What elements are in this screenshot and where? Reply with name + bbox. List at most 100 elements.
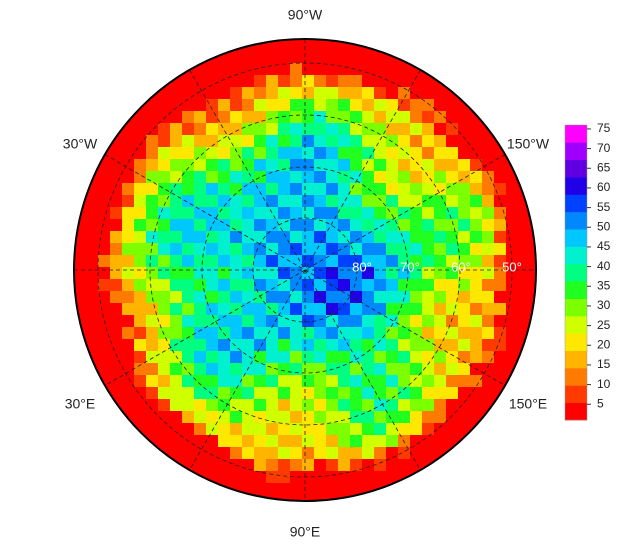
map-cell: [494, 183, 507, 196]
map-cell: [446, 75, 459, 88]
map-cell: [230, 399, 243, 412]
map-cell: [290, 339, 303, 352]
colorbar-tick-label: 50: [597, 219, 611, 233]
map-cell: [182, 75, 195, 88]
map-cell: [122, 399, 135, 412]
map-cell: [470, 219, 483, 232]
map-cell: [446, 399, 459, 412]
map-cell: [122, 279, 135, 292]
map-cell: [182, 243, 195, 256]
map-cell: [182, 195, 195, 208]
map-cell: [302, 51, 315, 64]
map-cell: [362, 195, 375, 208]
map-cell: [434, 327, 447, 340]
map-cell: [278, 171, 291, 184]
map-cell: [158, 111, 171, 124]
map-cell: [362, 399, 375, 412]
map-cell: [218, 75, 231, 88]
map-cell: [326, 171, 339, 184]
map-cell: [206, 375, 219, 388]
map-cell: [218, 183, 231, 196]
map-cell: [530, 327, 536, 340]
map-cell: [134, 123, 147, 136]
map-cell: [446, 291, 459, 304]
map-cell: [206, 171, 219, 184]
map-cell: [338, 375, 351, 388]
map-cell: [266, 351, 279, 364]
map-cell: [422, 339, 435, 352]
map-cell: [338, 87, 351, 100]
map-cell: [266, 207, 279, 220]
map-cell: [326, 39, 339, 52]
map-cell: [398, 87, 411, 100]
map-cell: [506, 279, 519, 292]
colorbar-step: [565, 125, 587, 143]
map-cell: [194, 243, 207, 256]
map-cell: [242, 159, 255, 172]
map-cell: [158, 219, 171, 232]
map-cell: [134, 231, 147, 244]
map-cell: [146, 447, 159, 460]
map-cell: [218, 255, 231, 268]
map-cell: [350, 51, 363, 64]
map-cell: [326, 399, 339, 412]
map-cell: [410, 423, 423, 436]
map-cell: [362, 87, 375, 100]
map-cell: [230, 423, 243, 436]
map-cell: [146, 435, 159, 448]
map-cell: [422, 435, 435, 448]
map-cell: [242, 327, 255, 340]
map-cell: [506, 327, 519, 340]
map-cell: [518, 243, 531, 256]
map-cell: [422, 123, 435, 136]
map-cell: [410, 459, 423, 472]
map-cell: [458, 315, 471, 328]
map-cell: [158, 387, 171, 400]
map-cell: [194, 291, 207, 304]
map-cell: [326, 459, 339, 472]
map-cell: [350, 147, 363, 160]
map-cell: [242, 291, 255, 304]
map-cell: [170, 399, 183, 412]
map-cell: [254, 243, 267, 256]
map-cell: [278, 63, 291, 76]
map-cell: [146, 375, 159, 388]
map-cell: [446, 339, 459, 352]
map-cell: [254, 51, 267, 64]
map-cell: [170, 135, 183, 148]
map-cell: [218, 99, 231, 112]
map-cell: [446, 255, 459, 268]
map-cell: [278, 123, 291, 136]
map-cell: [134, 111, 147, 124]
map-cell: [374, 267, 387, 280]
map-cell: [506, 219, 519, 232]
map-cell: [338, 171, 351, 184]
map-cell: [458, 147, 471, 160]
map-cell: [326, 207, 339, 220]
map-cell: [326, 339, 339, 352]
map-cell: [446, 327, 459, 340]
map-cell: [266, 435, 279, 448]
map-cell: [182, 447, 195, 460]
map-cell: [482, 135, 495, 148]
map-cell: [470, 267, 483, 280]
map-cell: [398, 195, 411, 208]
map-cell: [386, 279, 399, 292]
map-cell: [374, 447, 387, 460]
map-cell: [518, 267, 531, 280]
map-cell: [122, 375, 135, 388]
map-cell: [386, 315, 399, 328]
map-cell: [146, 231, 159, 244]
map-cell: [362, 291, 375, 304]
map-cell: [86, 279, 99, 292]
map-cell: [290, 495, 303, 501]
map-cell: [374, 471, 387, 484]
map-cell: [290, 99, 303, 112]
map-cell: [338, 267, 351, 280]
map-cell: [314, 495, 327, 501]
map-cell: [182, 315, 195, 328]
map-cell: [422, 327, 435, 340]
map-cell: [398, 207, 411, 220]
map-cell: [362, 351, 375, 364]
map-cell: [254, 87, 267, 100]
